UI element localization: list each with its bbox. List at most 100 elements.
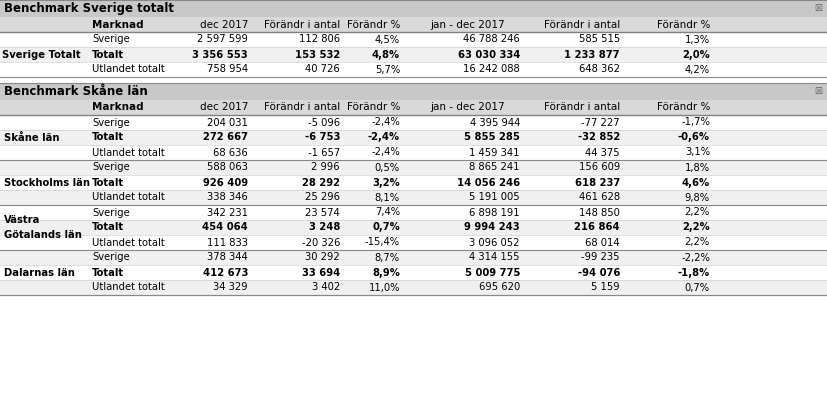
Text: 3,1%: 3,1% xyxy=(684,148,709,158)
Bar xyxy=(0,32,827,47)
Text: 8,1%: 8,1% xyxy=(375,193,399,203)
Text: 4,5%: 4,5% xyxy=(375,35,399,45)
Text: Sverige: Sverige xyxy=(92,253,130,262)
Text: Utlandet totalt: Utlandet totalt xyxy=(92,193,165,203)
Text: dec 2017: dec 2017 xyxy=(199,20,248,30)
Text: 111 833: 111 833 xyxy=(207,238,248,248)
Text: 9 994 243: 9 994 243 xyxy=(464,223,519,233)
Text: 46 788 246: 46 788 246 xyxy=(462,35,519,45)
Text: -5 096: -5 096 xyxy=(308,117,340,127)
Text: 156 609: 156 609 xyxy=(578,163,619,173)
Text: 3 402: 3 402 xyxy=(312,282,340,292)
Text: 2,2%: 2,2% xyxy=(681,223,709,233)
Text: 1 459 341: 1 459 341 xyxy=(469,148,519,158)
Text: 25 296: 25 296 xyxy=(304,193,340,203)
Bar xyxy=(0,47,827,62)
Text: Förändr %: Förändr % xyxy=(656,20,709,30)
Bar xyxy=(0,145,827,160)
Text: Marknad: Marknad xyxy=(92,20,143,30)
Bar xyxy=(0,280,827,295)
Text: 68 636: 68 636 xyxy=(213,148,248,158)
Text: 695 620: 695 620 xyxy=(478,282,519,292)
Text: 153 532: 153 532 xyxy=(294,50,340,59)
Text: -94 076: -94 076 xyxy=(577,267,619,277)
Text: Förändr i antal: Förändr i antal xyxy=(264,102,340,112)
Text: Förändr i antal: Förändr i antal xyxy=(543,20,619,30)
Text: 4,6%: 4,6% xyxy=(681,178,709,188)
Text: 4 314 155: 4 314 155 xyxy=(469,253,519,262)
Text: Utlandet totalt: Utlandet totalt xyxy=(92,282,165,292)
Text: -2,4%: -2,4% xyxy=(370,117,399,127)
Bar xyxy=(0,115,827,130)
Text: 0,7%: 0,7% xyxy=(684,282,709,292)
Bar xyxy=(0,220,827,235)
Text: Totalt: Totalt xyxy=(92,133,124,143)
Text: -1,8%: -1,8% xyxy=(677,267,709,277)
Text: Utlandet totalt: Utlandet totalt xyxy=(92,148,165,158)
Text: 758 954: 758 954 xyxy=(207,64,248,74)
Text: 5 855 285: 5 855 285 xyxy=(464,133,519,143)
Text: -2,4%: -2,4% xyxy=(370,148,399,158)
Bar xyxy=(0,17,827,32)
Text: -1 657: -1 657 xyxy=(308,148,340,158)
Text: 648 362: 648 362 xyxy=(578,64,619,74)
Text: Totalt: Totalt xyxy=(92,178,124,188)
Text: 8 865 241: 8 865 241 xyxy=(469,163,519,173)
Bar xyxy=(0,265,827,280)
Bar xyxy=(0,0,827,17)
Text: -99 235: -99 235 xyxy=(581,253,619,262)
Bar xyxy=(0,100,827,115)
Text: Benchmark Sverige totalt: Benchmark Sverige totalt xyxy=(4,2,174,15)
Text: -6 753: -6 753 xyxy=(304,133,340,143)
Text: 6 898 191: 6 898 191 xyxy=(469,208,519,218)
Text: Förändr %: Förändr % xyxy=(656,102,709,112)
Text: Västra: Västra xyxy=(4,215,41,225)
Text: -1,7%: -1,7% xyxy=(681,117,709,127)
Text: Dalarnas län: Dalarnas län xyxy=(4,267,74,277)
Text: 1,3%: 1,3% xyxy=(684,35,709,45)
Text: 44 375: 44 375 xyxy=(585,148,619,158)
Text: -0,6%: -0,6% xyxy=(677,133,709,143)
Text: 5,7%: 5,7% xyxy=(375,64,399,74)
Text: 30 292: 30 292 xyxy=(305,253,340,262)
Text: 4,8%: 4,8% xyxy=(371,50,399,59)
Bar xyxy=(0,175,827,190)
Bar xyxy=(0,62,827,77)
Text: -2,2%: -2,2% xyxy=(681,253,709,262)
Text: ☒: ☒ xyxy=(813,4,821,13)
Text: Benchmark Skåne län: Benchmark Skåne län xyxy=(4,85,147,98)
Text: 23 574: 23 574 xyxy=(305,208,340,218)
Text: Sverige Totalt: Sverige Totalt xyxy=(2,50,80,59)
Text: 2,0%: 2,0% xyxy=(681,50,709,59)
Text: Sverige: Sverige xyxy=(92,208,130,218)
Text: 0,7%: 0,7% xyxy=(372,223,399,233)
Bar xyxy=(0,190,827,205)
Text: 216 864: 216 864 xyxy=(574,223,619,233)
Text: Skåne län: Skåne län xyxy=(4,132,60,143)
Text: 16 242 088: 16 242 088 xyxy=(462,64,519,74)
Text: 2,2%: 2,2% xyxy=(684,238,709,248)
Text: -2,4%: -2,4% xyxy=(367,133,399,143)
Text: ☒: ☒ xyxy=(813,87,821,96)
Text: 148 850: 148 850 xyxy=(578,208,619,218)
Text: 2 597 599: 2 597 599 xyxy=(197,35,248,45)
Text: Sverige: Sverige xyxy=(92,35,130,45)
Text: Totalt: Totalt xyxy=(92,50,124,59)
Text: 63 030 334: 63 030 334 xyxy=(457,50,519,59)
Bar xyxy=(0,205,827,220)
Text: Götalands län: Götalands län xyxy=(4,230,82,240)
Text: 272 667: 272 667 xyxy=(203,133,248,143)
Text: 461 628: 461 628 xyxy=(578,193,619,203)
Text: 2,2%: 2,2% xyxy=(684,208,709,218)
Text: 5 191 005: 5 191 005 xyxy=(469,193,519,203)
Text: Förändr %: Förändr % xyxy=(347,102,399,112)
Text: Utlandet totalt: Utlandet totalt xyxy=(92,64,165,74)
Text: 3 356 553: 3 356 553 xyxy=(192,50,248,59)
Text: Utlandet totalt: Utlandet totalt xyxy=(92,238,165,248)
Bar xyxy=(0,83,827,100)
Text: Förändr %: Förändr % xyxy=(347,20,399,30)
Text: -20 326: -20 326 xyxy=(301,238,340,248)
Text: 5 159: 5 159 xyxy=(590,282,619,292)
Text: 0,5%: 0,5% xyxy=(375,163,399,173)
Text: 4 395 944: 4 395 944 xyxy=(469,117,519,127)
